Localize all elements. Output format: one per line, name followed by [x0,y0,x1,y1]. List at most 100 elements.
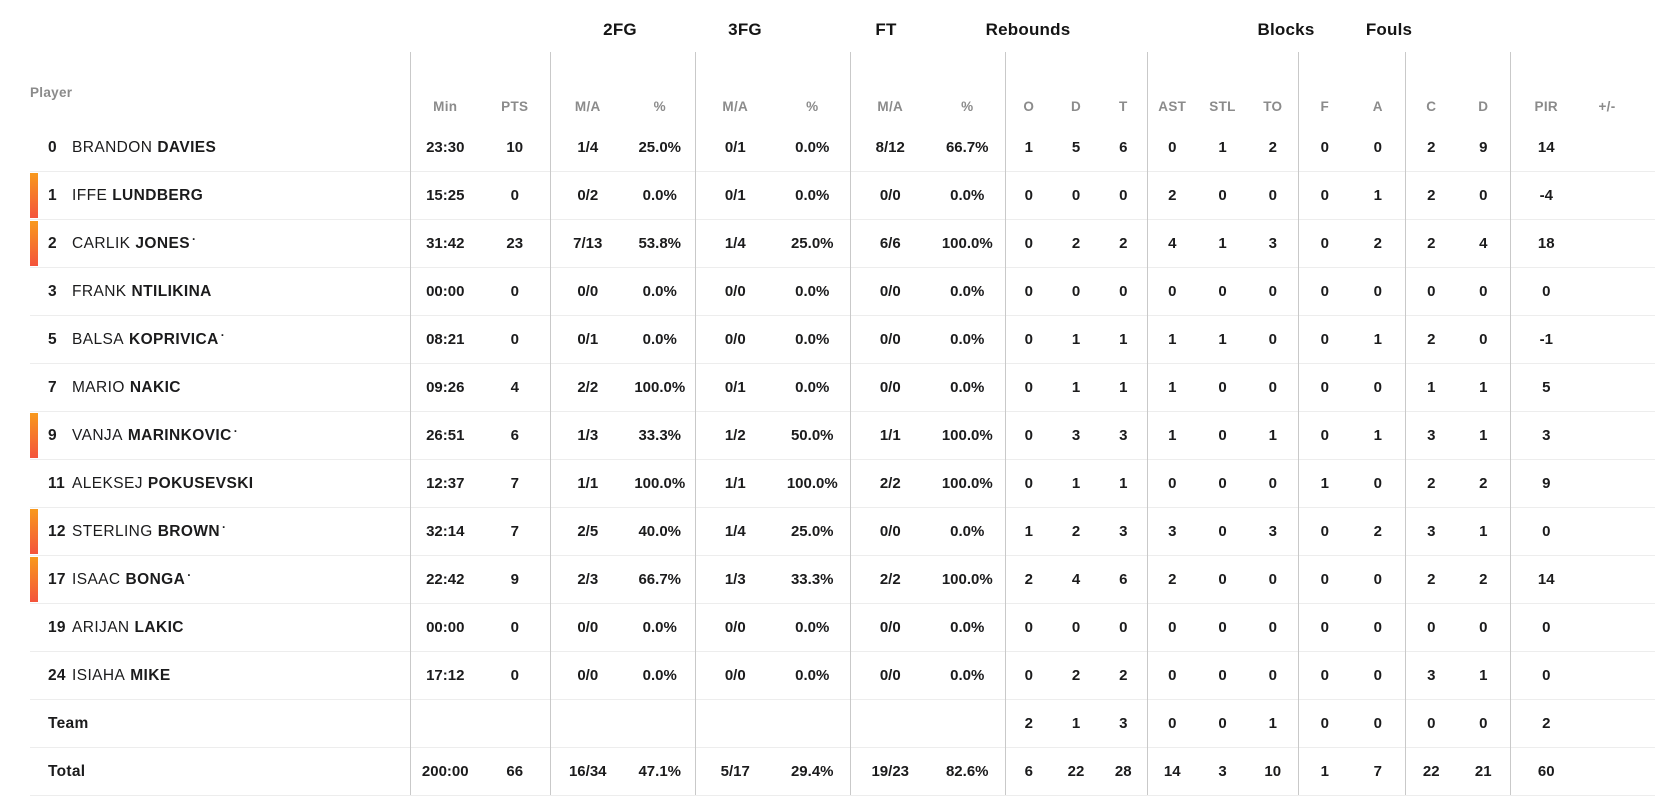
cell-ft-pct: 0.0% [930,603,1005,652]
player-row: 19 ARIJAN LAKIC 00:00 0 0/0 0.0% 0/0 0.0% 0/0 0.0%… [30,603,1655,652]
cell-blk-f: 1 [1297,459,1351,508]
cell-fg3-ma: 1/2 [694,411,775,460]
cell-fg2-ma [549,699,625,748]
total-row: Total 200:00 66 16/34 47.1% 5/17 29.4% 19/23 82.… [30,747,1655,796]
column-header-3fg-ma: M/A [694,52,775,124]
cell-fg2-ma: 1/1 [549,459,625,508]
cell-plus-minus [1582,699,1632,748]
cell-stl: 0 [1197,459,1248,508]
cell-ft-ma: 1/1 [849,411,930,460]
cell-fg3-ma: 1/4 [694,219,775,268]
cell-reb-t: 1 [1100,363,1147,412]
cell-blk-a: 1 [1351,315,1405,364]
player-name-cell: 17 ISAAC BONGA · [30,555,410,604]
cell-blk-a: 7 [1351,747,1405,796]
row-label: Total [48,762,86,780]
row-label-cell: Team [30,699,410,748]
player-last-name: MARINKOVIC [127,426,232,444]
cell-pts: 23 [480,219,550,268]
player-first-name: FRANK [72,282,127,300]
cell-min: 00:00 [409,267,480,316]
cell-ast: 14 [1146,747,1197,796]
player-last-name: POKUSEVSKI [147,474,254,492]
cell-stl: 0 [1197,267,1248,316]
cell-min: 32:14 [409,507,480,556]
cell-reb-d: 2 [1052,219,1100,268]
cell-reb-t: 2 [1100,651,1147,700]
cell-ft-pct: 82.6% [930,747,1005,796]
cell-fg2-ma: 2/2 [549,363,625,412]
column-header-min: Min [409,52,480,124]
player-name-cell: 7 MARIO NAKIC [30,363,410,412]
cell-ft-ma: 0/0 [849,507,930,556]
cell-min: 17:12 [409,651,480,700]
cell-blk-a: 0 [1351,267,1405,316]
cell-plus-minus [1582,171,1632,220]
cell-blk-f: 0 [1297,219,1351,268]
column-header-2fg-ma: M/A [549,52,625,124]
cell-fg2-ma: 16/34 [549,747,625,796]
column-header-ft-pct: % [961,99,974,114]
cell-reb-d: 22 [1052,747,1100,796]
on-court-indicator [30,221,38,266]
cell-fg3-ma: 1/4 [694,507,775,556]
cell-foul-d: 0 [1457,171,1510,220]
cell-foul-c: 2 [1404,171,1457,220]
cell-ast: 0 [1146,459,1197,508]
column-header-reb-d: D [1070,99,1082,114]
on-court-indicator [30,557,38,602]
cell-foul-d: 9 [1479,139,1488,156]
cell-plus-minus [1582,507,1632,556]
cell-to: 0 [1248,459,1298,508]
cell-stl: 3 [1197,747,1248,796]
cell-reb-t: 3 [1100,699,1147,748]
player-name-cell: 1 IFFE LUNDBERG [30,171,410,220]
player-name-cell: 11 ALEKSEJ POKUSEVSKI [30,459,410,508]
column-group-3fg: 3FG [728,20,762,39]
cell-fg3-ma: 1/3 [694,555,775,604]
cell-pts: 0 [480,315,550,364]
cell-reb-o: 6 [1004,747,1052,796]
column-group-ft: FT [875,20,897,39]
player-last-name: BROWN [157,522,220,540]
cell-reb-t: 6 [1100,555,1147,604]
cell-fg3-pct: 50.0% [775,411,850,460]
cell-min [409,699,480,748]
filler [1632,411,1655,460]
cell-reb-d: 5 [1071,139,1081,156]
cell-reb-o: 1 [1004,124,1052,172]
column-header-to: TO [1263,99,1283,114]
cell-foul-d: 2 [1457,555,1510,604]
filler [1632,219,1655,268]
cell-blk-a: 0 [1351,459,1405,508]
cell-fg2-pct: 25.0% [638,139,682,156]
cell-pir: 0 [1509,507,1582,556]
cell-plus-minus [1582,603,1632,652]
cell-pts: 9 [480,555,550,604]
cell-ft-ma: 0/0 [849,171,930,220]
player-row: 7 MARIO NAKIC 09:26 4 2/2 100.0% 0/1 0.0% 0/0 0.0%… [30,363,1655,412]
player-last-name: NTILIKINA [131,282,212,300]
starter-mark: · [222,519,226,534]
cell-fg2-pct: 40.0% [625,507,695,556]
cell-to: 3 [1248,219,1298,268]
cell-pts: 4 [480,363,550,412]
cell-fg3-pct: 25.0% [775,507,850,556]
player-row: 2 CARLIK JONES · 31:42 23 7/13 53.8% 1/4 25.0% 6/6… [30,219,1655,268]
cell-reb-o: 0 [1004,171,1052,220]
starter-mark: · [191,231,196,246]
cell-fg2-ma: 2/5 [549,507,625,556]
cell-stl: 1 [1197,219,1248,268]
cell-to: 0 [1248,555,1298,604]
cell-stl: 0 [1197,555,1248,604]
cell-fg3-pct: 29.4% [775,747,850,796]
jersey-number: 24 [48,666,66,684]
player-name-cell: 2 CARLIK JONES · [30,219,410,268]
cell-reb-t: 0 [1100,603,1147,652]
cell-fg2-ma: 0/0 [549,267,625,316]
cell-min: 22:42 [409,555,480,604]
cell-reb-o: 0 [1004,411,1052,460]
cell-reb-d: 0 [1052,603,1100,652]
column-header-player: Player [30,85,73,100]
cell-ast: 0 [1146,699,1197,748]
